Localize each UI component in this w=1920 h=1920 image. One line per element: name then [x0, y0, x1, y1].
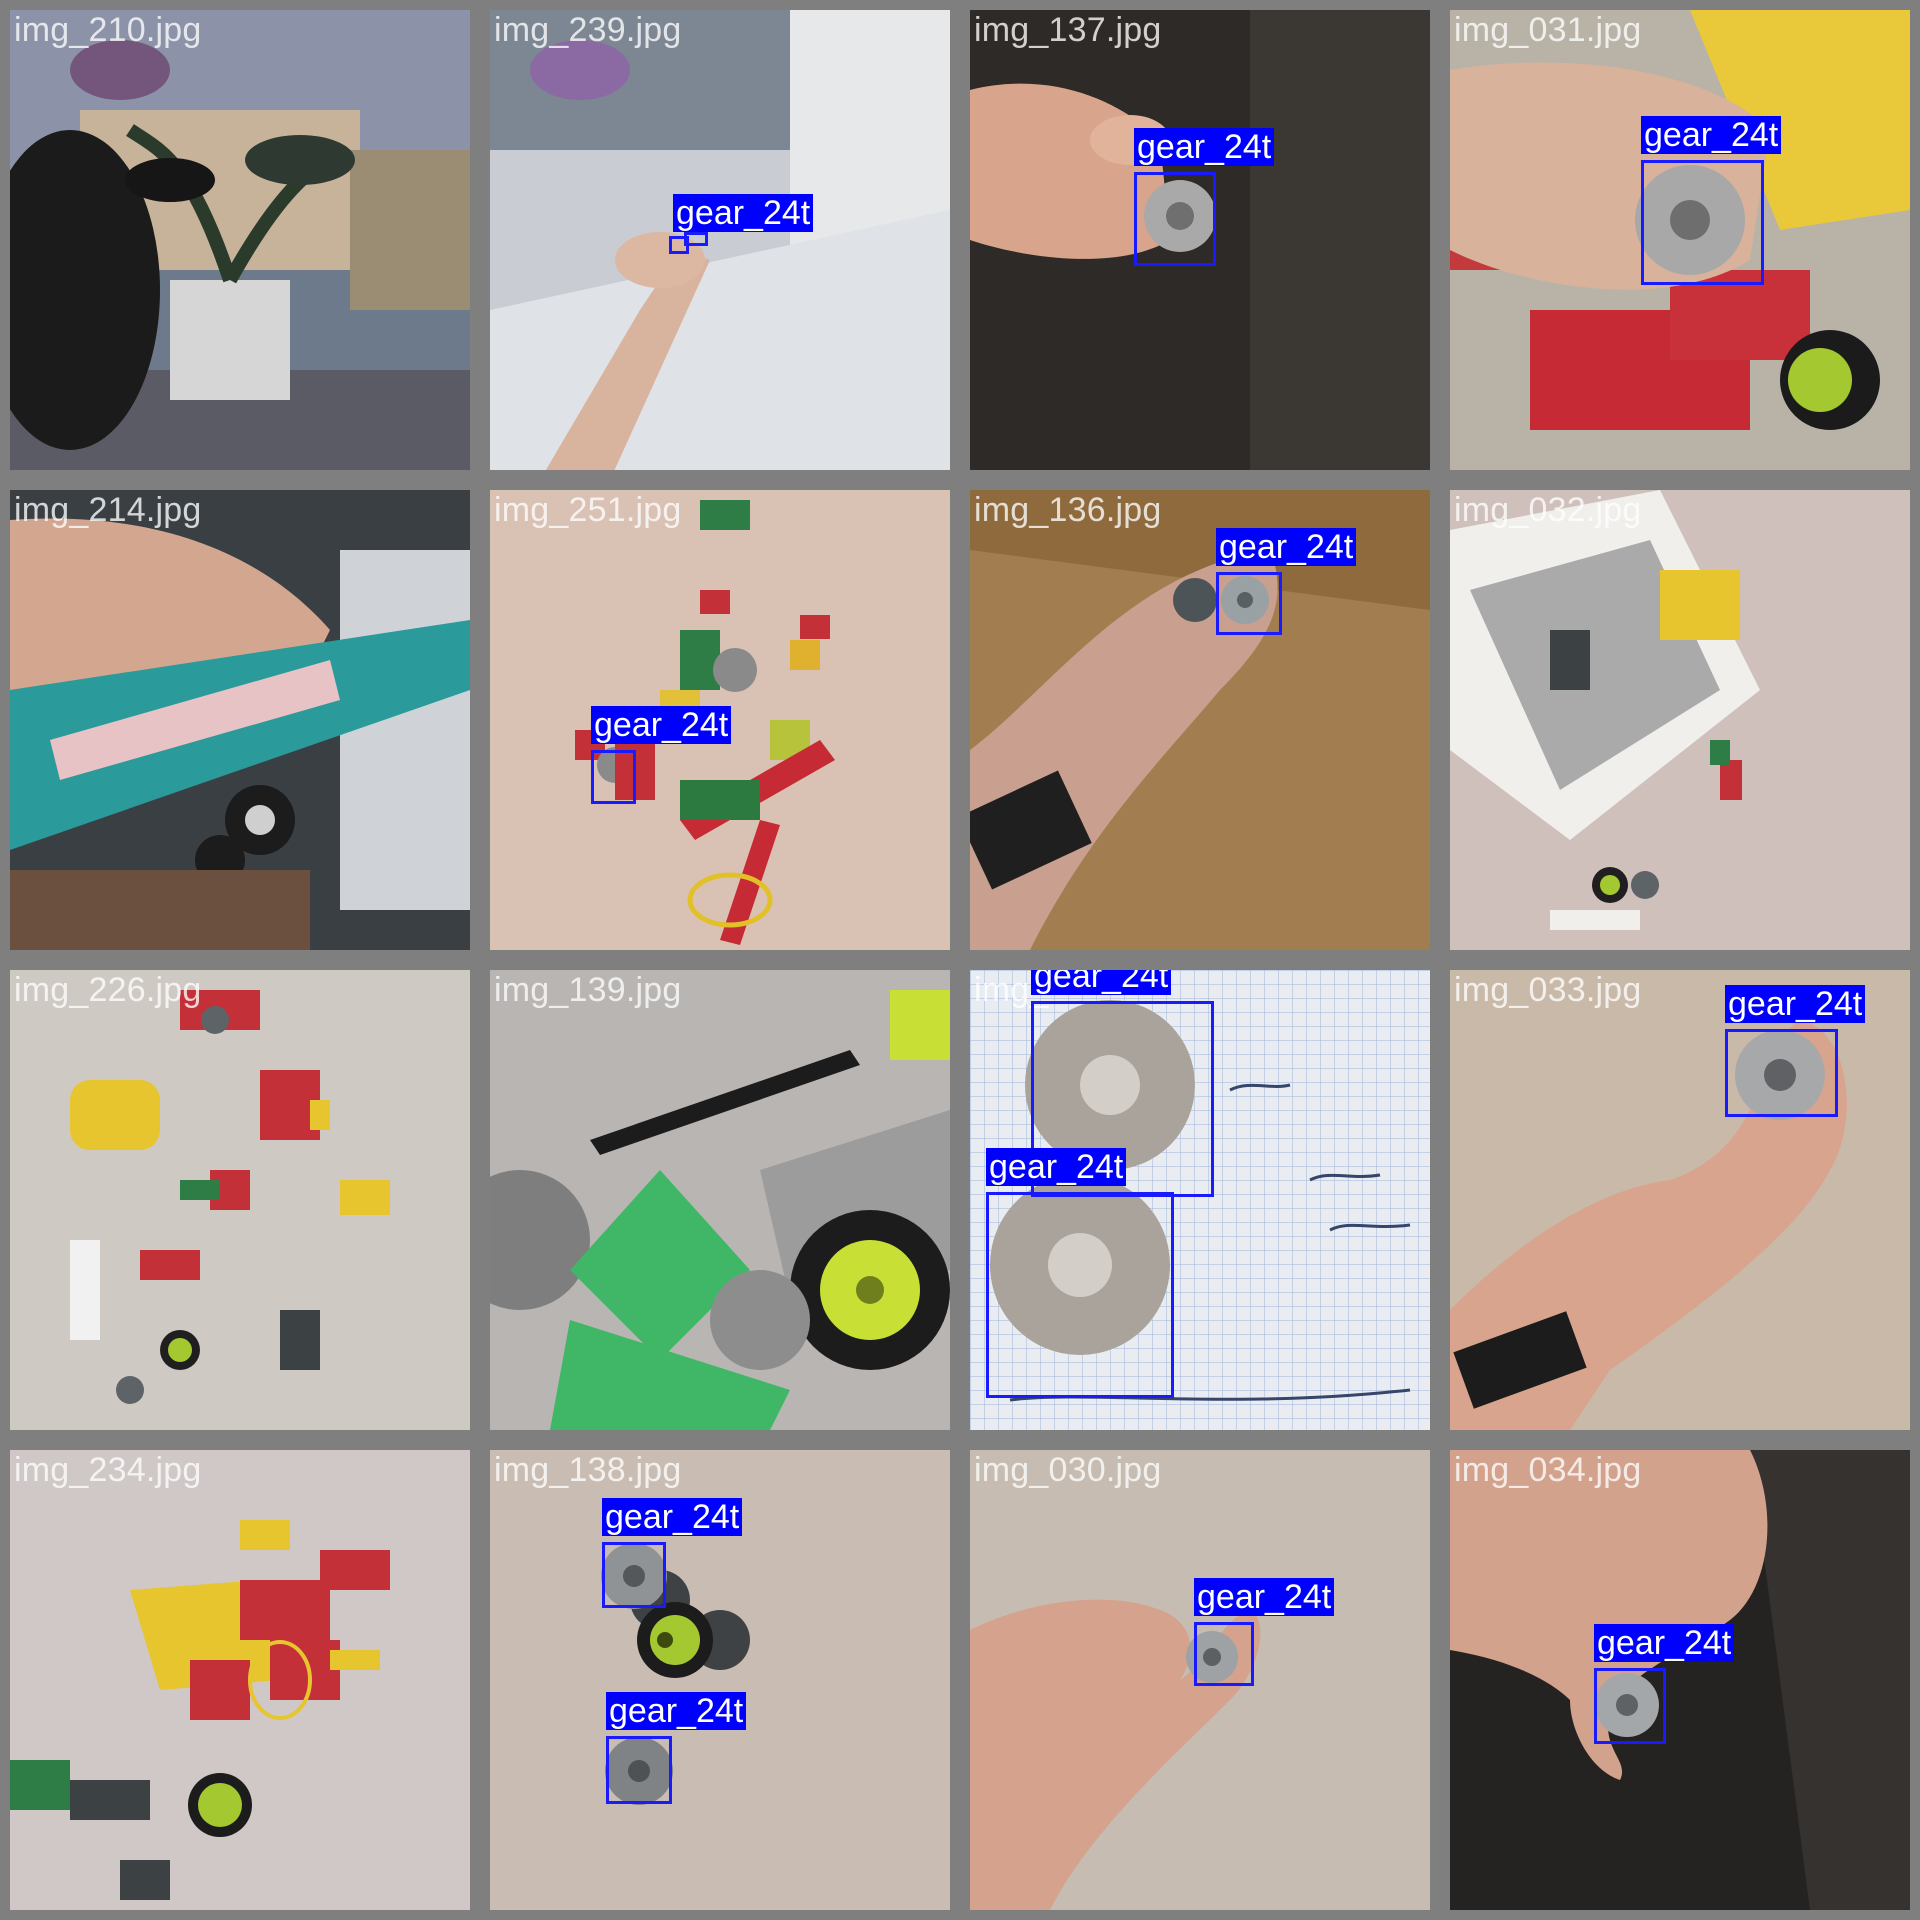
detection-label: gear_24t — [591, 706, 732, 744]
photo-box-bricks-hand — [1450, 10, 1910, 470]
detection-box — [1031, 1001, 1214, 1197]
detection-box — [1194, 1622, 1254, 1686]
tile-img-139: img_139.jpg — [490, 970, 950, 1430]
file-name: img_031.jpg — [1454, 11, 1642, 49]
detection-label: gear_24t — [1134, 128, 1275, 166]
detection-label: gear_24t — [602, 1498, 743, 1536]
detection-box — [986, 1192, 1174, 1398]
detection-label: gear_24t — [1216, 528, 1357, 566]
detection-box — [1134, 172, 1216, 266]
photo-hand-dark — [970, 10, 1430, 470]
tile-img-136: img_136.jpg gear_24t — [970, 490, 1430, 950]
file-name: img_137.jpg — [974, 11, 1162, 49]
detection-label: gear_24t — [1641, 116, 1782, 154]
file-name: img_251.jpg — [494, 491, 682, 529]
file-name: img_033.jpg — [1454, 971, 1642, 1009]
tile-img-226: img_226.jpg — [10, 970, 470, 1430]
detection-label: gear_24t — [1194, 1578, 1335, 1616]
file-name: img_139.jpg — [494, 971, 682, 1009]
tile-img-137: img_137.jpg gear_24t — [970, 10, 1430, 470]
detection-box — [591, 750, 636, 804]
tile-img-138: img_138.jpg gear_24t gear_24t — [490, 1450, 950, 1910]
tile-img-030: img_030.jpg gear_24t — [970, 1450, 1430, 1910]
tile-img-032: img_032.jpg — [1450, 490, 1910, 950]
detection-label: gear_24t — [1594, 1624, 1735, 1662]
detection-label: gear_24t — [673, 194, 814, 232]
detection-box — [602, 1542, 666, 1608]
file-name: img_226.jpg — [14, 971, 202, 1009]
photo-white-box — [1450, 490, 1910, 950]
tile-img-214: img_214.jpg — [10, 490, 470, 950]
detection-box — [606, 1736, 672, 1804]
photo-window-orchid — [10, 10, 470, 470]
detection-box — [1216, 572, 1282, 635]
detection-label: gear_24t — [1725, 985, 1866, 1023]
file-name: img_030.jpg — [974, 1451, 1162, 1489]
tile-img-031: img_031.jpg gear_24t — [1450, 10, 1910, 470]
file-name: img_210.jpg — [14, 11, 202, 49]
tile-img-034: img_034.jpg gear_24t — [1450, 1450, 1910, 1910]
tile-img-234: img_234.jpg — [10, 1450, 470, 1910]
tile-img-251: img_251.jpg gear_24t — [490, 490, 950, 950]
file-name: img_032.jpg — [1454, 491, 1642, 529]
detection-label: gear_24t — [986, 1148, 1127, 1186]
detection-label: gear_24t — [1031, 970, 1172, 995]
detection-box — [1725, 1029, 1838, 1117]
photo-beige-hand — [1450, 970, 1910, 1430]
file-name: img_138.jpg — [494, 1451, 682, 1489]
photo-curtain-hand — [490, 10, 950, 470]
detection-box — [1641, 160, 1764, 285]
tile-img-grid-paper: img_ gear_24t gear_24t — [970, 970, 1430, 1430]
file-name: img_136.jpg — [974, 491, 1162, 529]
detection-box — [684, 232, 708, 246]
file-name: img_214.jpg — [14, 491, 202, 529]
detection-box — [1594, 1668, 1666, 1744]
photo-parquet-hand — [970, 490, 1430, 950]
tile-img-239: img_239.jpg gear_24t — [490, 10, 950, 470]
file-name: img_034.jpg — [1454, 1451, 1642, 1489]
photo-beige-hand-2 — [970, 1450, 1430, 1910]
photo-pile-closeup — [490, 970, 950, 1430]
file-name: img_234.jpg — [14, 1451, 202, 1489]
photo-blanket-bricks — [10, 970, 470, 1430]
file-name: img_239.jpg — [494, 11, 682, 49]
tile-img-210: img_210.jpg — [10, 10, 470, 470]
photo-grid-paper — [970, 970, 1430, 1430]
photo-dark-leather-hand — [1450, 1450, 1910, 1910]
tile-img-033: img_033.jpg gear_24t — [1450, 970, 1910, 1430]
detection-label: gear_24t — [606, 1692, 747, 1730]
photo-blanket-bricks-2 — [10, 1450, 470, 1910]
photo-teal-model — [10, 490, 470, 950]
